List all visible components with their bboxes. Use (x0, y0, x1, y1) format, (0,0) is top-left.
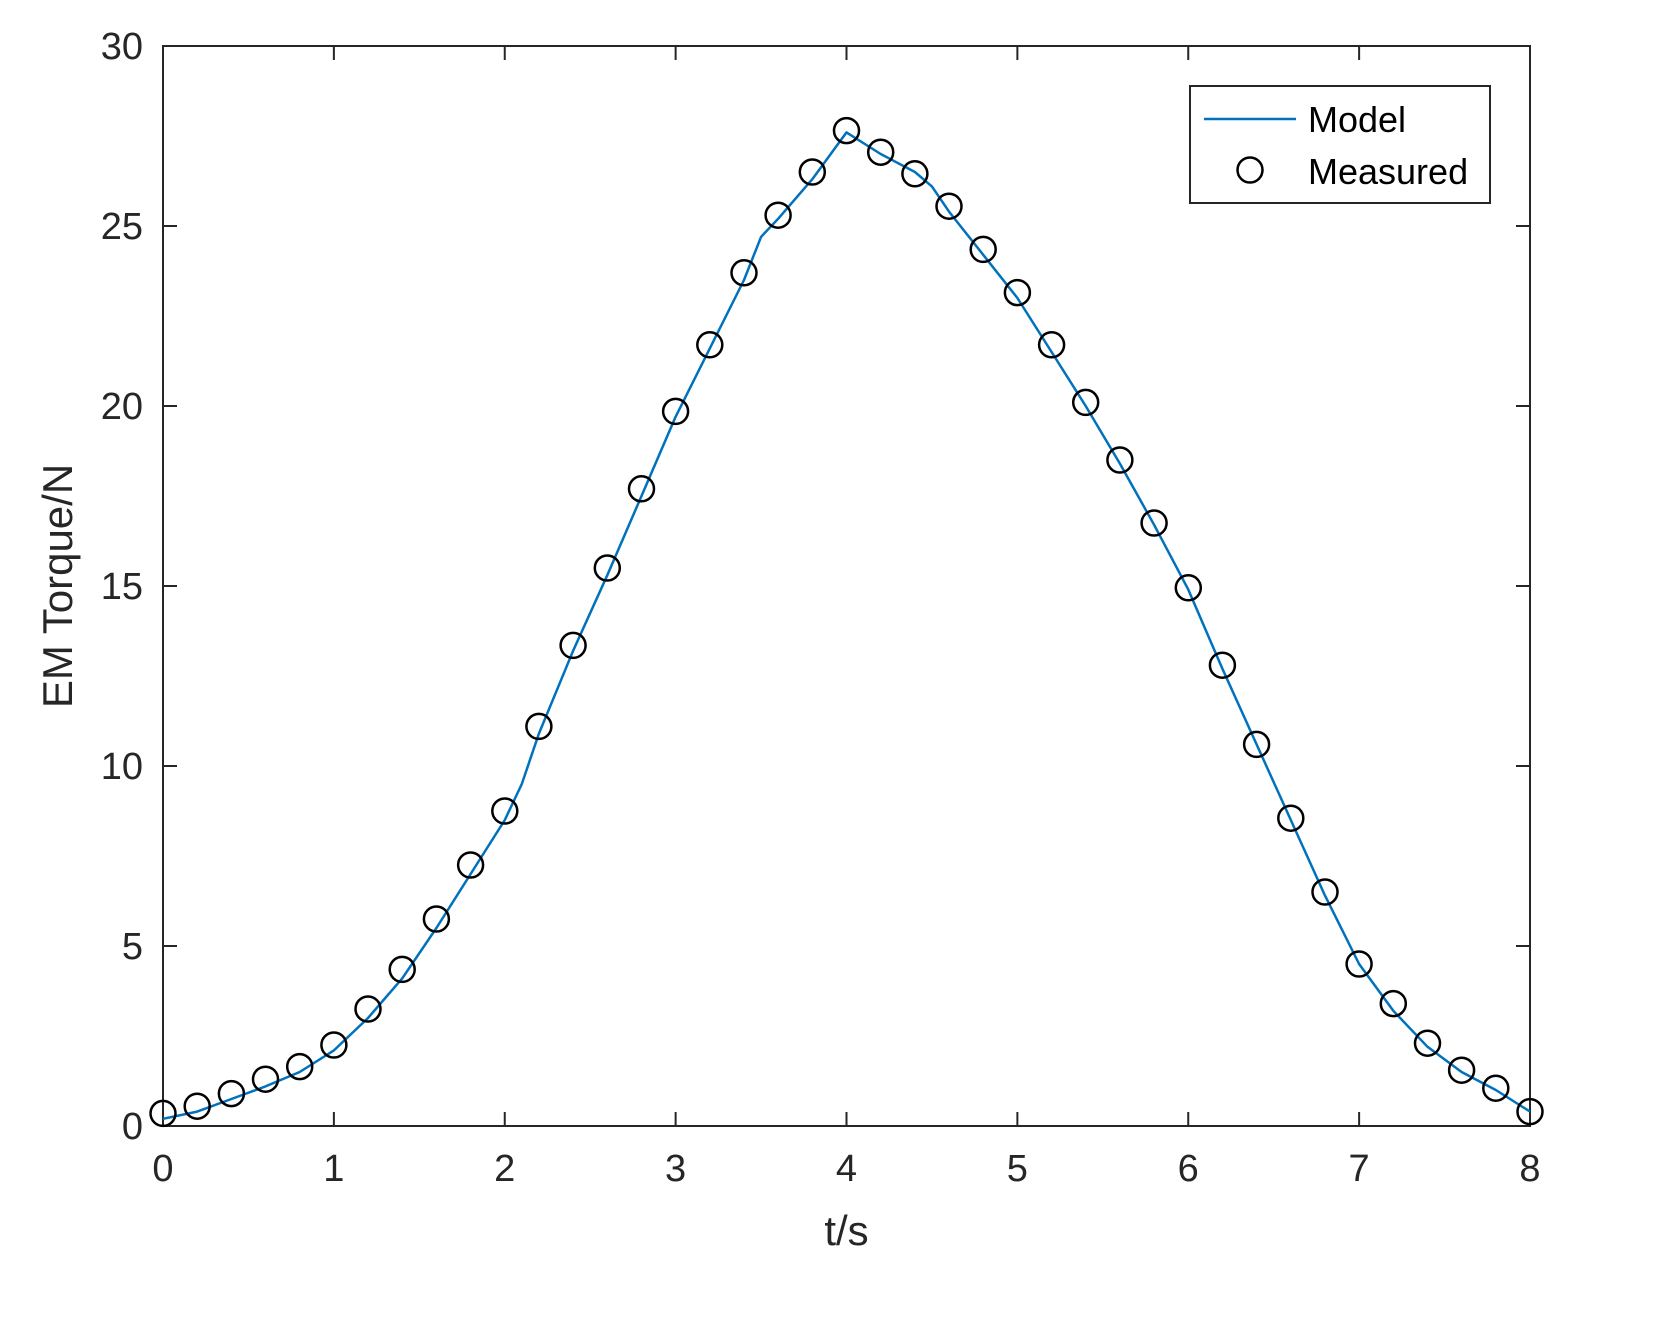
measured-point (730, 259, 758, 287)
measured-point (866, 138, 895, 166)
measured-point (1037, 331, 1066, 359)
y-tick-label: 0 (122, 1106, 143, 1148)
measured-point (491, 797, 519, 825)
x-tick-label: 4 (836, 1148, 857, 1190)
measured-point (593, 554, 622, 582)
measured-point (627, 475, 656, 503)
measured-point (832, 116, 861, 145)
measured-point (1106, 446, 1134, 474)
measured-point (1447, 1056, 1476, 1084)
x-tick-label: 2 (494, 1148, 515, 1190)
measured-point (1482, 1074, 1510, 1102)
measured-point (935, 192, 963, 220)
measured-point (1174, 574, 1203, 602)
measured-point (217, 1079, 246, 1108)
series-model-line (162, 131, 1531, 1121)
measured-point (1242, 730, 1271, 759)
ticks-layer: 0 1 2 3 4 5 6 7 8 0 5 10 15 20 25 30 (101, 26, 1541, 1190)
measured-point (661, 397, 690, 426)
measured-point (525, 712, 553, 741)
x-tick-label: 7 (1349, 1148, 1370, 1190)
legend: Model Measured (1189, 85, 1491, 204)
y-tick-label: 5 (122, 926, 143, 968)
measured-point (764, 201, 792, 229)
measured-point (183, 1092, 211, 1120)
measured-point (320, 1031, 348, 1059)
axes-layer (162, 45, 1531, 1127)
measured-point (901, 160, 929, 188)
x-tick-label: 3 (665, 1148, 686, 1190)
measured-point (1379, 989, 1408, 1018)
measured-point (251, 1065, 280, 1093)
y-axis-label: EM Torque/N (34, 464, 81, 708)
measured-point (1516, 1097, 1544, 1126)
y-tick-label: 30 (101, 26, 143, 68)
legend-label-measured: Measured (1308, 151, 1468, 192)
measured-point (696, 331, 724, 359)
series-layer (149, 116, 1544, 1128)
measured-point (1277, 804, 1305, 832)
measured-point (1208, 651, 1237, 679)
measured-point (1345, 950, 1373, 978)
measured-point (388, 955, 416, 984)
x-tick-label: 6 (1178, 1148, 1199, 1190)
plot-area-box (162, 45, 1531, 1127)
measured-point (1413, 1029, 1442, 1057)
measured-point (149, 1099, 177, 1128)
x-tick-label: 1 (323, 1148, 344, 1190)
y-tick-label: 25 (101, 206, 143, 248)
measured-point (969, 235, 997, 264)
measured-point (798, 158, 827, 186)
x-tick-label: 5 (1007, 1148, 1028, 1190)
measured-point (559, 631, 587, 660)
measured-point (422, 905, 451, 933)
y-tick-label: 20 (101, 386, 143, 428)
x-axis-label: t/s (824, 1207, 868, 1254)
measured-point (1140, 509, 1168, 537)
measured-point (354, 995, 382, 1023)
measured-point (456, 851, 485, 879)
legend-measured-marker-swatch (1236, 156, 1264, 184)
legend-box (1189, 85, 1491, 204)
measured-point (1003, 278, 1032, 307)
x-tick-label: 0 (152, 1148, 173, 1190)
x-tick-label: 8 (1519, 1148, 1540, 1190)
y-tick-label: 15 (101, 566, 143, 608)
measured-point (285, 1052, 314, 1081)
measured-point (1071, 388, 1100, 417)
measured-point (1311, 878, 1339, 906)
y-tick-label: 10 (101, 746, 143, 788)
legend-label-model: Model (1308, 99, 1406, 140)
